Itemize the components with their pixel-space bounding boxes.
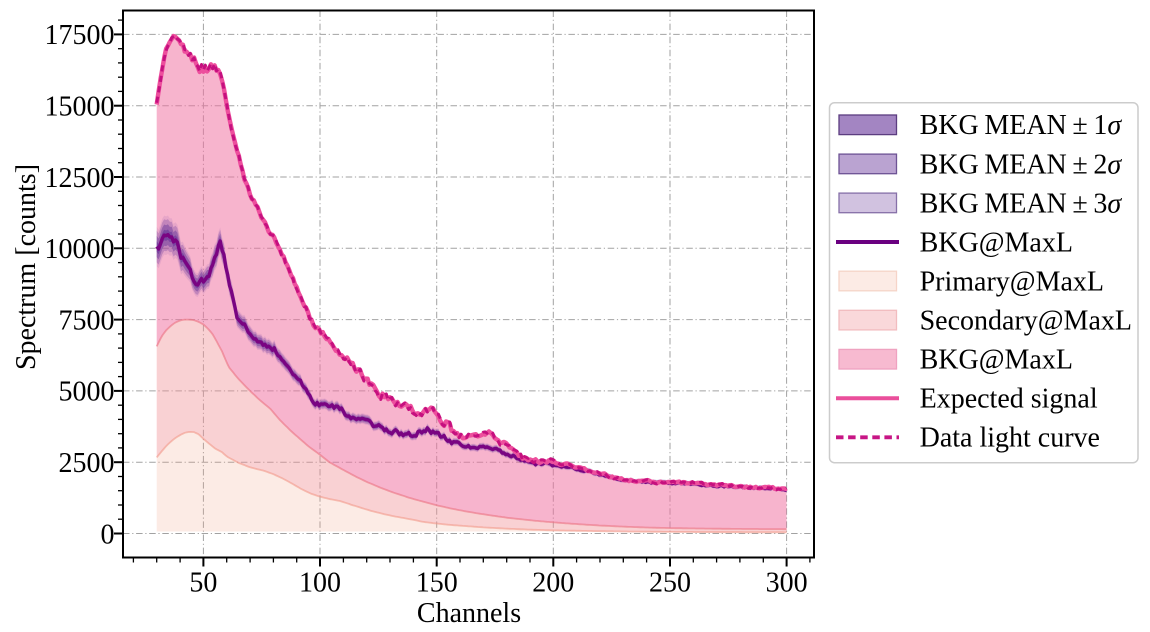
svg-text:10000: 10000 xyxy=(45,234,115,265)
svg-text:0: 0 xyxy=(101,519,115,550)
svg-text:300: 300 xyxy=(766,568,808,599)
svg-text:2500: 2500 xyxy=(59,448,115,479)
svg-text:BKG@MaxL: BKG@MaxL xyxy=(920,227,1073,258)
svg-text:50: 50 xyxy=(189,568,217,599)
svg-text:BKG MEAN ± 1σ: BKG MEAN ± 1σ xyxy=(920,110,1123,141)
svg-text:150: 150 xyxy=(416,568,458,599)
svg-text:Primary@MaxL: Primary@MaxL xyxy=(920,266,1104,297)
svg-text:12500: 12500 xyxy=(45,163,115,194)
svg-text:Spectrum [counts]: Spectrum [counts] xyxy=(11,164,42,370)
svg-text:250: 250 xyxy=(649,568,691,599)
svg-text:17500: 17500 xyxy=(45,20,115,51)
svg-text:200: 200 xyxy=(532,568,574,599)
svg-text:BKG@MaxL: BKG@MaxL xyxy=(920,345,1073,376)
svg-text:BKG MEAN ± 2σ: BKG MEAN ± 2σ xyxy=(920,149,1123,180)
svg-text:100: 100 xyxy=(299,568,341,599)
svg-text:Secondary@MaxL: Secondary@MaxL xyxy=(920,306,1132,337)
svg-text:15000: 15000 xyxy=(45,92,115,123)
svg-text:Data light curve: Data light curve xyxy=(920,423,1100,454)
svg-text:Channels: Channels xyxy=(417,598,521,629)
svg-text:Expected signal: Expected signal xyxy=(920,384,1098,415)
svg-text:BKG MEAN ± 3σ: BKG MEAN ± 3σ xyxy=(920,188,1123,219)
svg-text:7500: 7500 xyxy=(59,305,115,336)
svg-text:5000: 5000 xyxy=(59,377,115,408)
